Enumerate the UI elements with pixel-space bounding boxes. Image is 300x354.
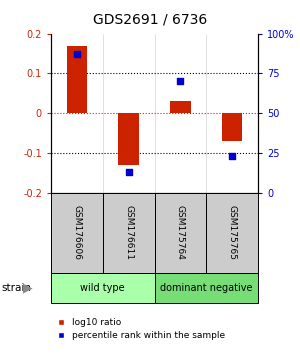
Text: dominant negative: dominant negative xyxy=(160,282,253,293)
Bar xyxy=(51,273,154,303)
Bar xyxy=(51,193,103,273)
Text: GSM176606: GSM176606 xyxy=(72,205,81,260)
Text: ▶: ▶ xyxy=(23,281,33,294)
Bar xyxy=(222,113,242,141)
Bar xyxy=(67,46,87,113)
Bar xyxy=(170,101,191,113)
Text: strain: strain xyxy=(2,282,31,293)
Point xyxy=(74,51,79,57)
Bar xyxy=(103,193,154,273)
Text: wild type: wild type xyxy=(80,282,125,293)
Point xyxy=(126,170,131,175)
Bar xyxy=(154,193,206,273)
Legend: log10 ratio, percentile rank within the sample: log10 ratio, percentile rank within the … xyxy=(52,318,226,340)
Point xyxy=(230,154,235,159)
Text: GDS2691 / 6736: GDS2691 / 6736 xyxy=(93,12,207,27)
Bar xyxy=(206,193,258,273)
Text: GSM176611: GSM176611 xyxy=(124,205,133,260)
Text: GSM175764: GSM175764 xyxy=(176,205,185,260)
Bar xyxy=(118,113,139,165)
Point xyxy=(178,79,183,84)
Text: GSM175765: GSM175765 xyxy=(228,205,237,260)
Bar xyxy=(154,273,258,303)
